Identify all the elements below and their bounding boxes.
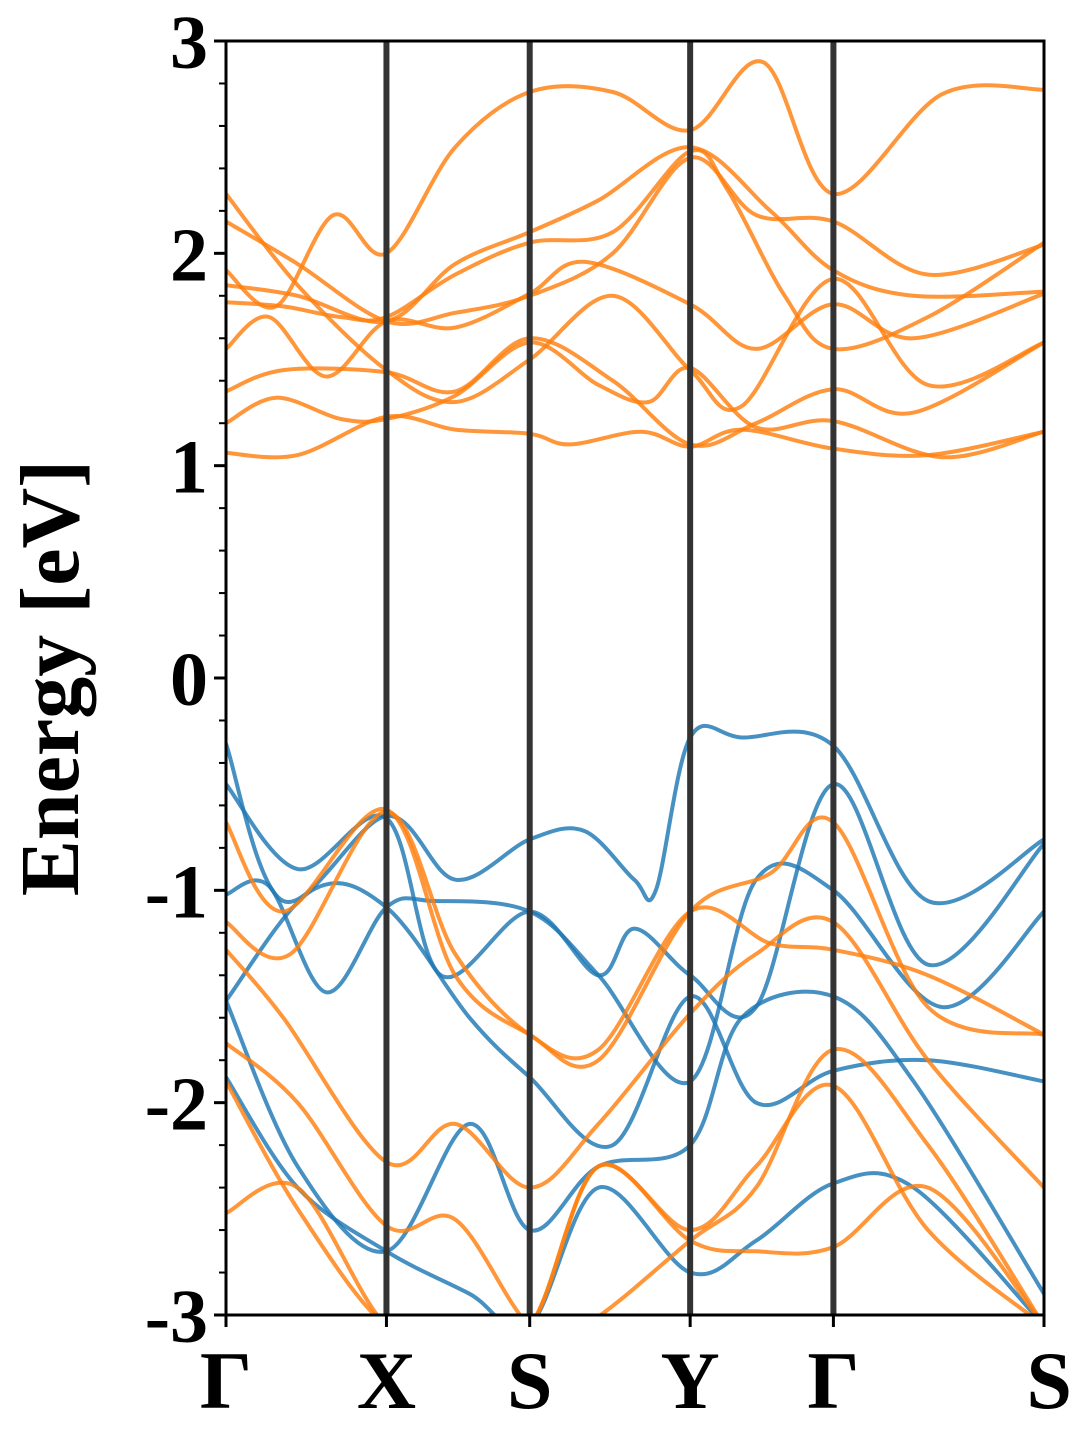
valence-band-14 (226, 1075, 1038, 1315)
y-axis-ticks: -3 -2 -1 0 1 2 3 (145, 1, 226, 1359)
conduction-band-8 (226, 191, 1044, 413)
conduction-band-7 (226, 155, 1044, 326)
conduction-band-18 (226, 1041, 1040, 1315)
conduction-band-1 (226, 340, 1044, 460)
conduction-band-20 (226, 1162, 1039, 1315)
conduction-band-5 (226, 145, 1044, 325)
kpoint-lines (383, 41, 837, 1315)
y-tick-label: -3 (145, 1275, 208, 1359)
conduction-band-4 (226, 148, 1044, 352)
plot-frame (224, 39, 1046, 1317)
conduction-band-3 (226, 259, 1044, 379)
x-tick-label: S (1026, 1335, 1072, 1426)
conduction-band-17 (226, 915, 1044, 1190)
valence-band-11 (226, 861, 1044, 1086)
x-tick-label: Y (661, 1335, 720, 1426)
conduction-band-15 (226, 807, 1044, 1069)
x-tick-label: X (357, 1335, 416, 1426)
conduction-band-2 (226, 336, 1044, 448)
conduction-band-16 (226, 809, 1044, 1061)
y-axis-label: Energy [eV] (4, 460, 97, 896)
valence-band-9 (226, 723, 1044, 906)
x-tick-label: Γ (807, 1335, 859, 1426)
y-tick-label: 1 (170, 426, 208, 510)
band-lines (226, 59, 1044, 1315)
valence-band-12 (226, 881, 1044, 1149)
y-tick-label: 0 (170, 638, 208, 722)
y-tick-label: 3 (170, 1, 208, 85)
valence-band-13 (226, 989, 1044, 1296)
x-tick-label: Γ (200, 1335, 252, 1426)
y-tick-label: 2 (170, 213, 208, 297)
x-tick-label: S (507, 1335, 553, 1426)
valence-band-10 (226, 782, 1044, 1020)
y-tick-label: -1 (145, 850, 208, 934)
y-tick-label: -2 (145, 1063, 208, 1147)
conduction-band-6 (226, 59, 1044, 310)
